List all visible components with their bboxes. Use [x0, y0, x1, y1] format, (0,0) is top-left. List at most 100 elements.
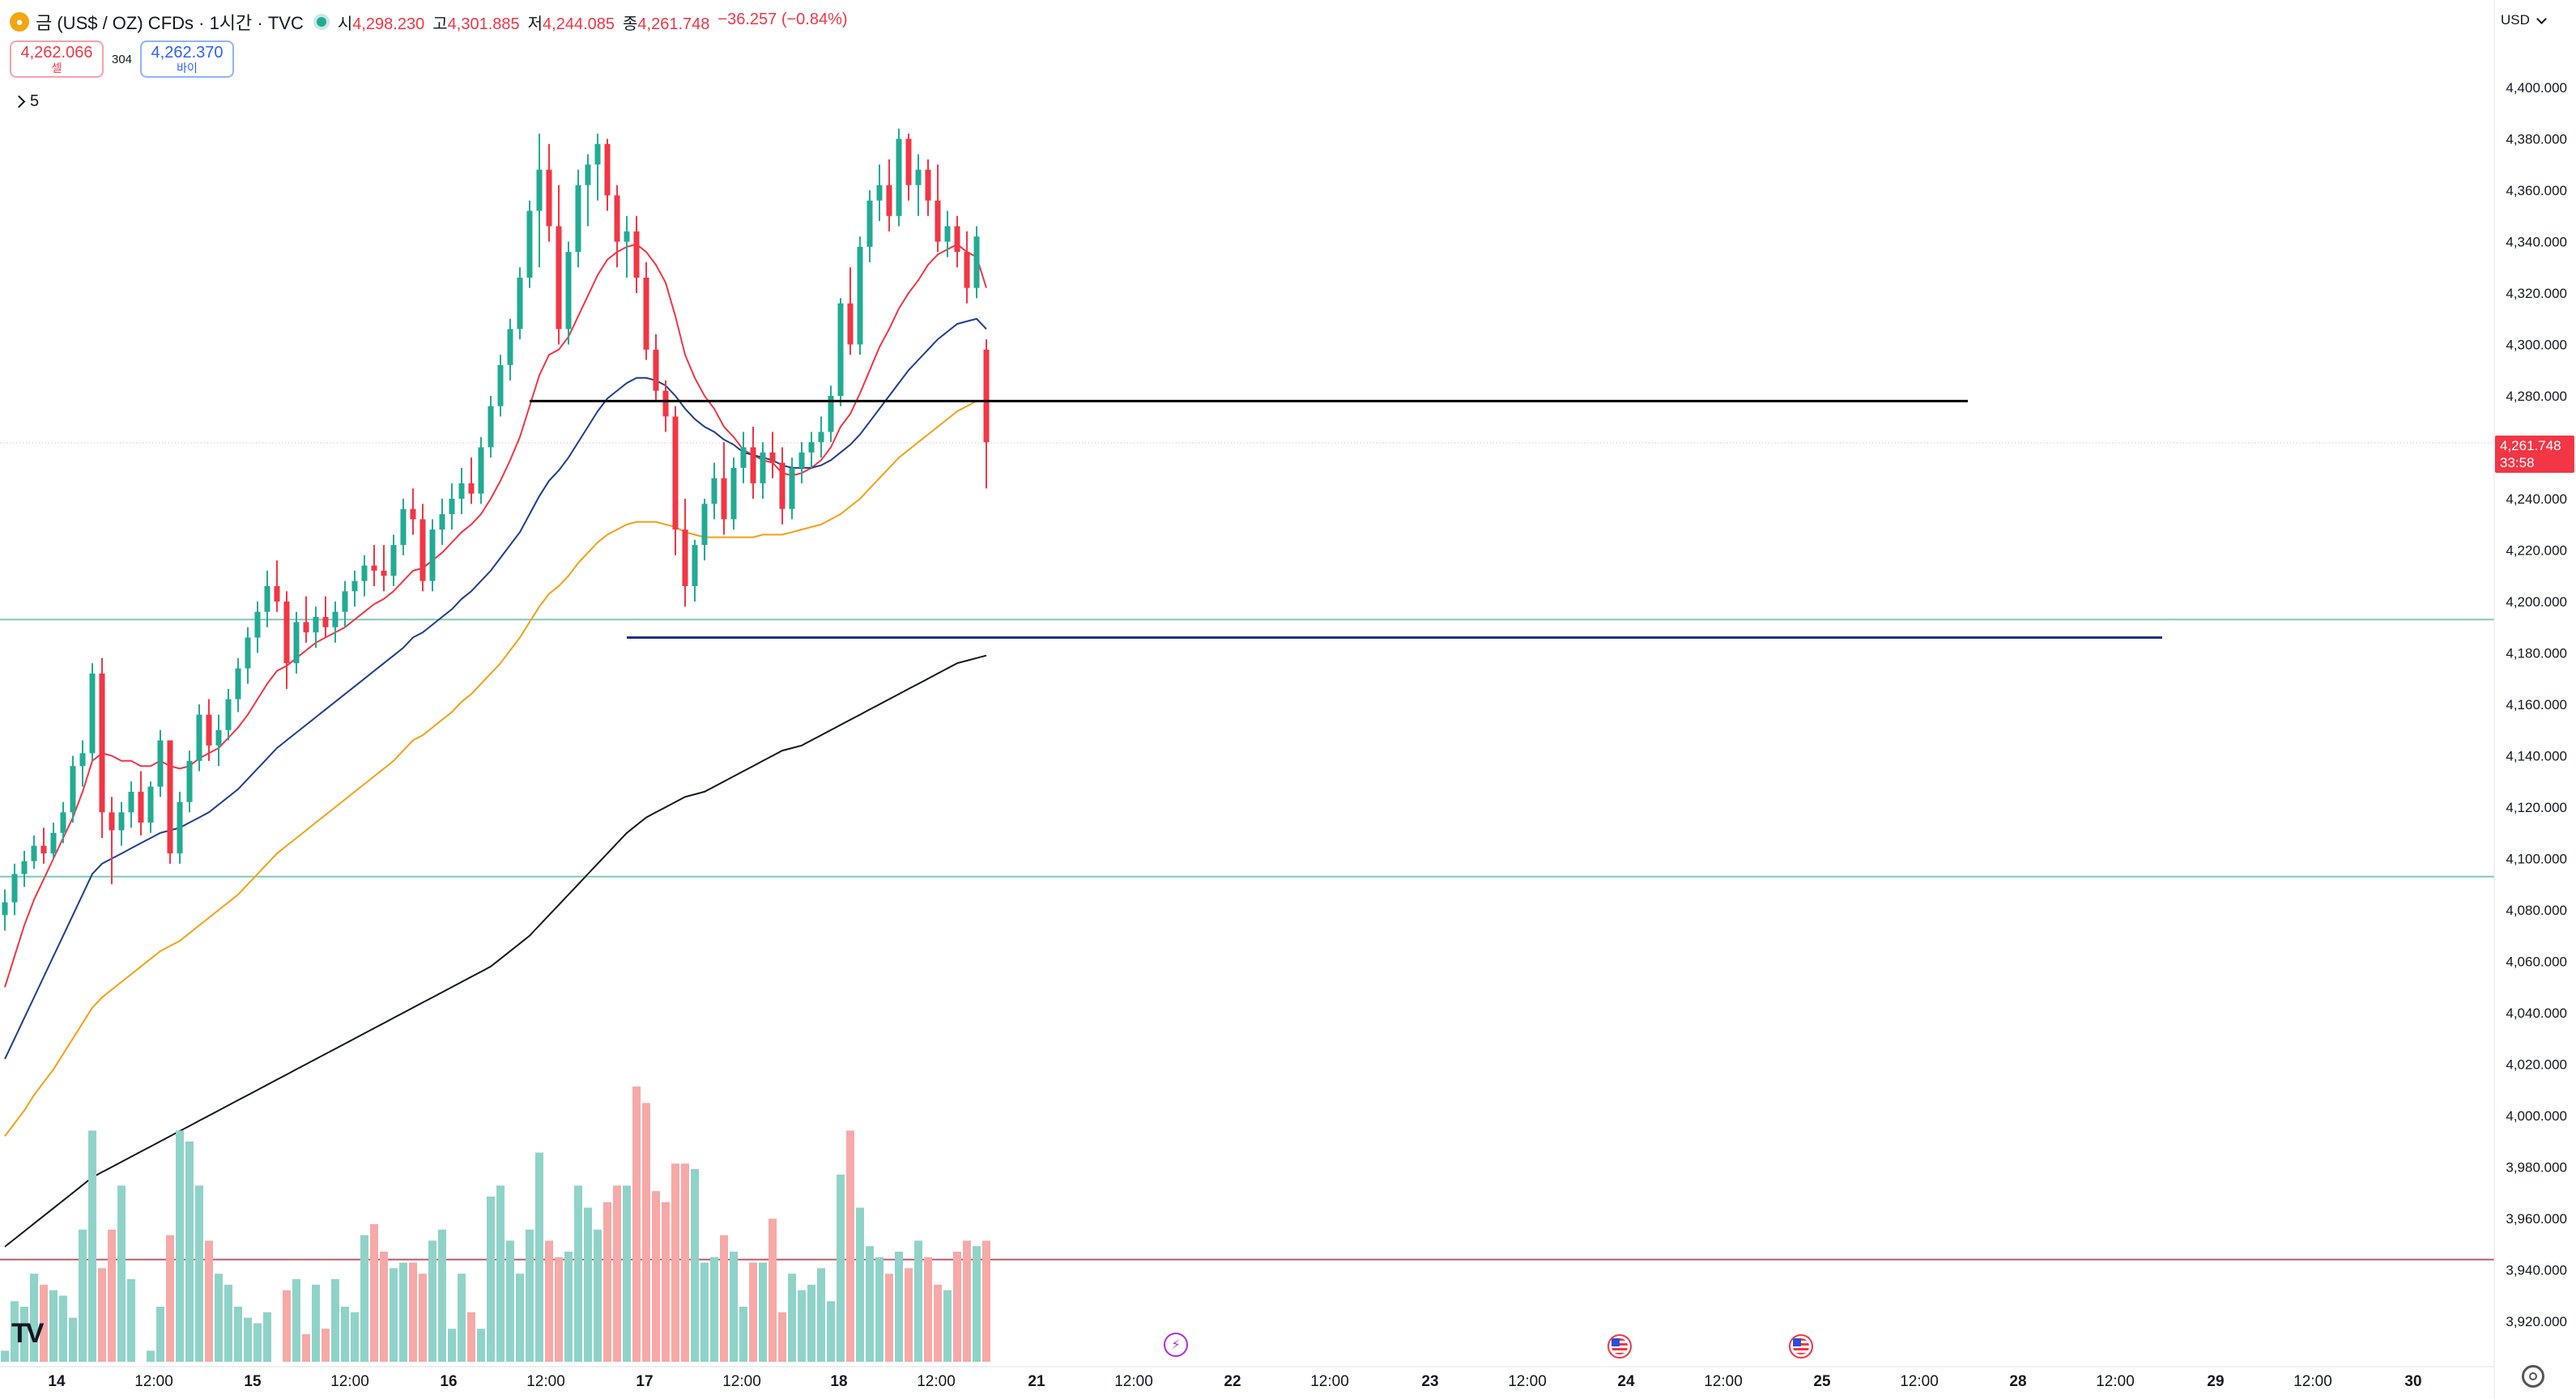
price-tick-label: 4,120.000 [2506, 800, 2567, 815]
volume-bar [156, 1307, 164, 1362]
candle-body [604, 143, 611, 196]
candle-body [206, 714, 212, 746]
candle-body [361, 565, 368, 581]
candle-body [944, 226, 951, 242]
time-tick-label: 12:00 [1508, 1373, 1547, 1390]
volume-bar [448, 1329, 456, 1362]
price-axis[interactable]: 4,400.000 4,380.000 4,360.000 4,340.000 4,32… [2506, 80, 2567, 1329]
volume-bar [963, 1240, 971, 1362]
candle-body [283, 602, 290, 664]
volume-bar [428, 1240, 436, 1362]
candle-body [351, 580, 358, 592]
candle-body [983, 349, 990, 443]
candle-body [400, 508, 407, 546]
price-tick-label: 4,100.000 [2506, 852, 2567, 867]
volume-bar [535, 1152, 543, 1362]
price-tick-label: 3,960.000 [2506, 1211, 2567, 1227]
candle-body [468, 483, 475, 494]
volume-bar [691, 1169, 699, 1362]
trend-lines[interactable] [530, 399, 2162, 639]
candle-body [585, 164, 591, 185]
volume-bar [176, 1130, 184, 1362]
candle-body [526, 210, 533, 278]
volume-bar [875, 1257, 884, 1362]
us-event-flag-icon[interactable] [1607, 1334, 1632, 1359]
lightning-event-icon[interactable]: ⚡ [1164, 1333, 1188, 1357]
candle-body [390, 545, 397, 576]
candle-body [973, 236, 980, 288]
volume-bar [895, 1252, 903, 1362]
time-tick-label: 12:00 [526, 1373, 565, 1390]
volume-bar [662, 1201, 670, 1362]
candle-body [21, 861, 28, 874]
time-tick-label: 21 [1028, 1373, 1045, 1390]
candle-body [109, 812, 115, 831]
symbol-title[interactable]: 금 (US$ / OZ) CFDs · 1시간 · TVC [36, 13, 304, 33]
volume-bar [390, 1268, 398, 1362]
volume-bar [49, 1290, 57, 1362]
candle-body [60, 812, 66, 833]
time-tick-label: 25 [1813, 1373, 1831, 1390]
candle-body [847, 303, 854, 345]
volume-bar [671, 1163, 679, 1362]
tradingview-logo-icon[interactable]: TV [11, 1317, 44, 1349]
candle-body [31, 845, 37, 861]
volume-bar [11, 1301, 19, 1362]
candle-body [925, 169, 931, 201]
candle-body [245, 637, 251, 669]
time-axis[interactable]: 14 12:00 15 12:00 16 12:00 17 12:00 18 12:00 21 12:… [48, 1373, 2421, 1390]
time-tick-label: 17 [636, 1373, 653, 1390]
volume-bar [253, 1323, 262, 1362]
candle-body [293, 622, 300, 664]
volume-bar [263, 1312, 271, 1362]
candle-body [760, 452, 766, 483]
gear-icon[interactable] [2522, 1365, 2544, 1388]
spread-value: 304 [112, 52, 133, 66]
currency-selector[interactable]: USD [2501, 8, 2574, 32]
us-event-flag-icon[interactable] [1789, 1334, 1813, 1359]
chevron-down-icon [2536, 13, 2547, 24]
price-tick-label: 4,320.000 [2506, 286, 2567, 301]
time-tick-label: 12:00 [330, 1373, 369, 1390]
sell-button[interactable]: 4,262.066 셀 [10, 40, 104, 78]
price-tick-label: 3,940.000 [2506, 1263, 2567, 1278]
gold-coin-icon: ● [10, 12, 29, 32]
candle-body [896, 138, 902, 216]
volume-bar [147, 1350, 155, 1362]
time-tick-label: 12:00 [1900, 1373, 1939, 1390]
candle-body [808, 442, 815, 453]
candle-body [672, 416, 679, 530]
candle-body [303, 622, 309, 633]
buy-button[interactable]: 4,262.370 바이 [140, 40, 235, 78]
chart-header: ● 금 (US$ / OZ) CFDs · 1시간 · TVC 시4,298.2… [10, 8, 848, 36]
time-tick-label: 12:00 [1114, 1373, 1153, 1390]
candle-body [342, 591, 348, 612]
volume-bar [166, 1235, 174, 1362]
trade-buttons: 4,262.066 셀 304 4,262.370 바이 [10, 40, 235, 78]
price-tick-label: 4,160.000 [2506, 697, 2567, 712]
volume-bar [487, 1197, 495, 1362]
candle-body [89, 673, 96, 754]
chevron-right-icon [12, 95, 26, 108]
candle-body [915, 169, 922, 185]
volume-bar [185, 1142, 194, 1362]
candle-body [225, 699, 232, 730]
volume-bar [807, 1284, 815, 1362]
change-value: −36.257 (−0.84%) [717, 10, 848, 28]
price-tick-label: 3,980.000 [2506, 1160, 2567, 1176]
candle-body [371, 565, 377, 571]
volume-bar [613, 1185, 621, 1362]
candle-body [381, 570, 387, 576]
volume-bar [380, 1252, 388, 1362]
volume-bar [720, 1235, 728, 1362]
volume-bar [1, 1350, 9, 1362]
volume-bar [409, 1262, 417, 1362]
candle-body [905, 138, 912, 185]
candle-body [167, 740, 173, 854]
time-tick-label: 14 [48, 1373, 66, 1390]
candle-body [556, 226, 562, 330]
price-tick-label: 4,240.000 [2506, 491, 2567, 507]
volume-bar [856, 1207, 864, 1362]
indicators-toggle[interactable]: 5 [10, 89, 44, 113]
